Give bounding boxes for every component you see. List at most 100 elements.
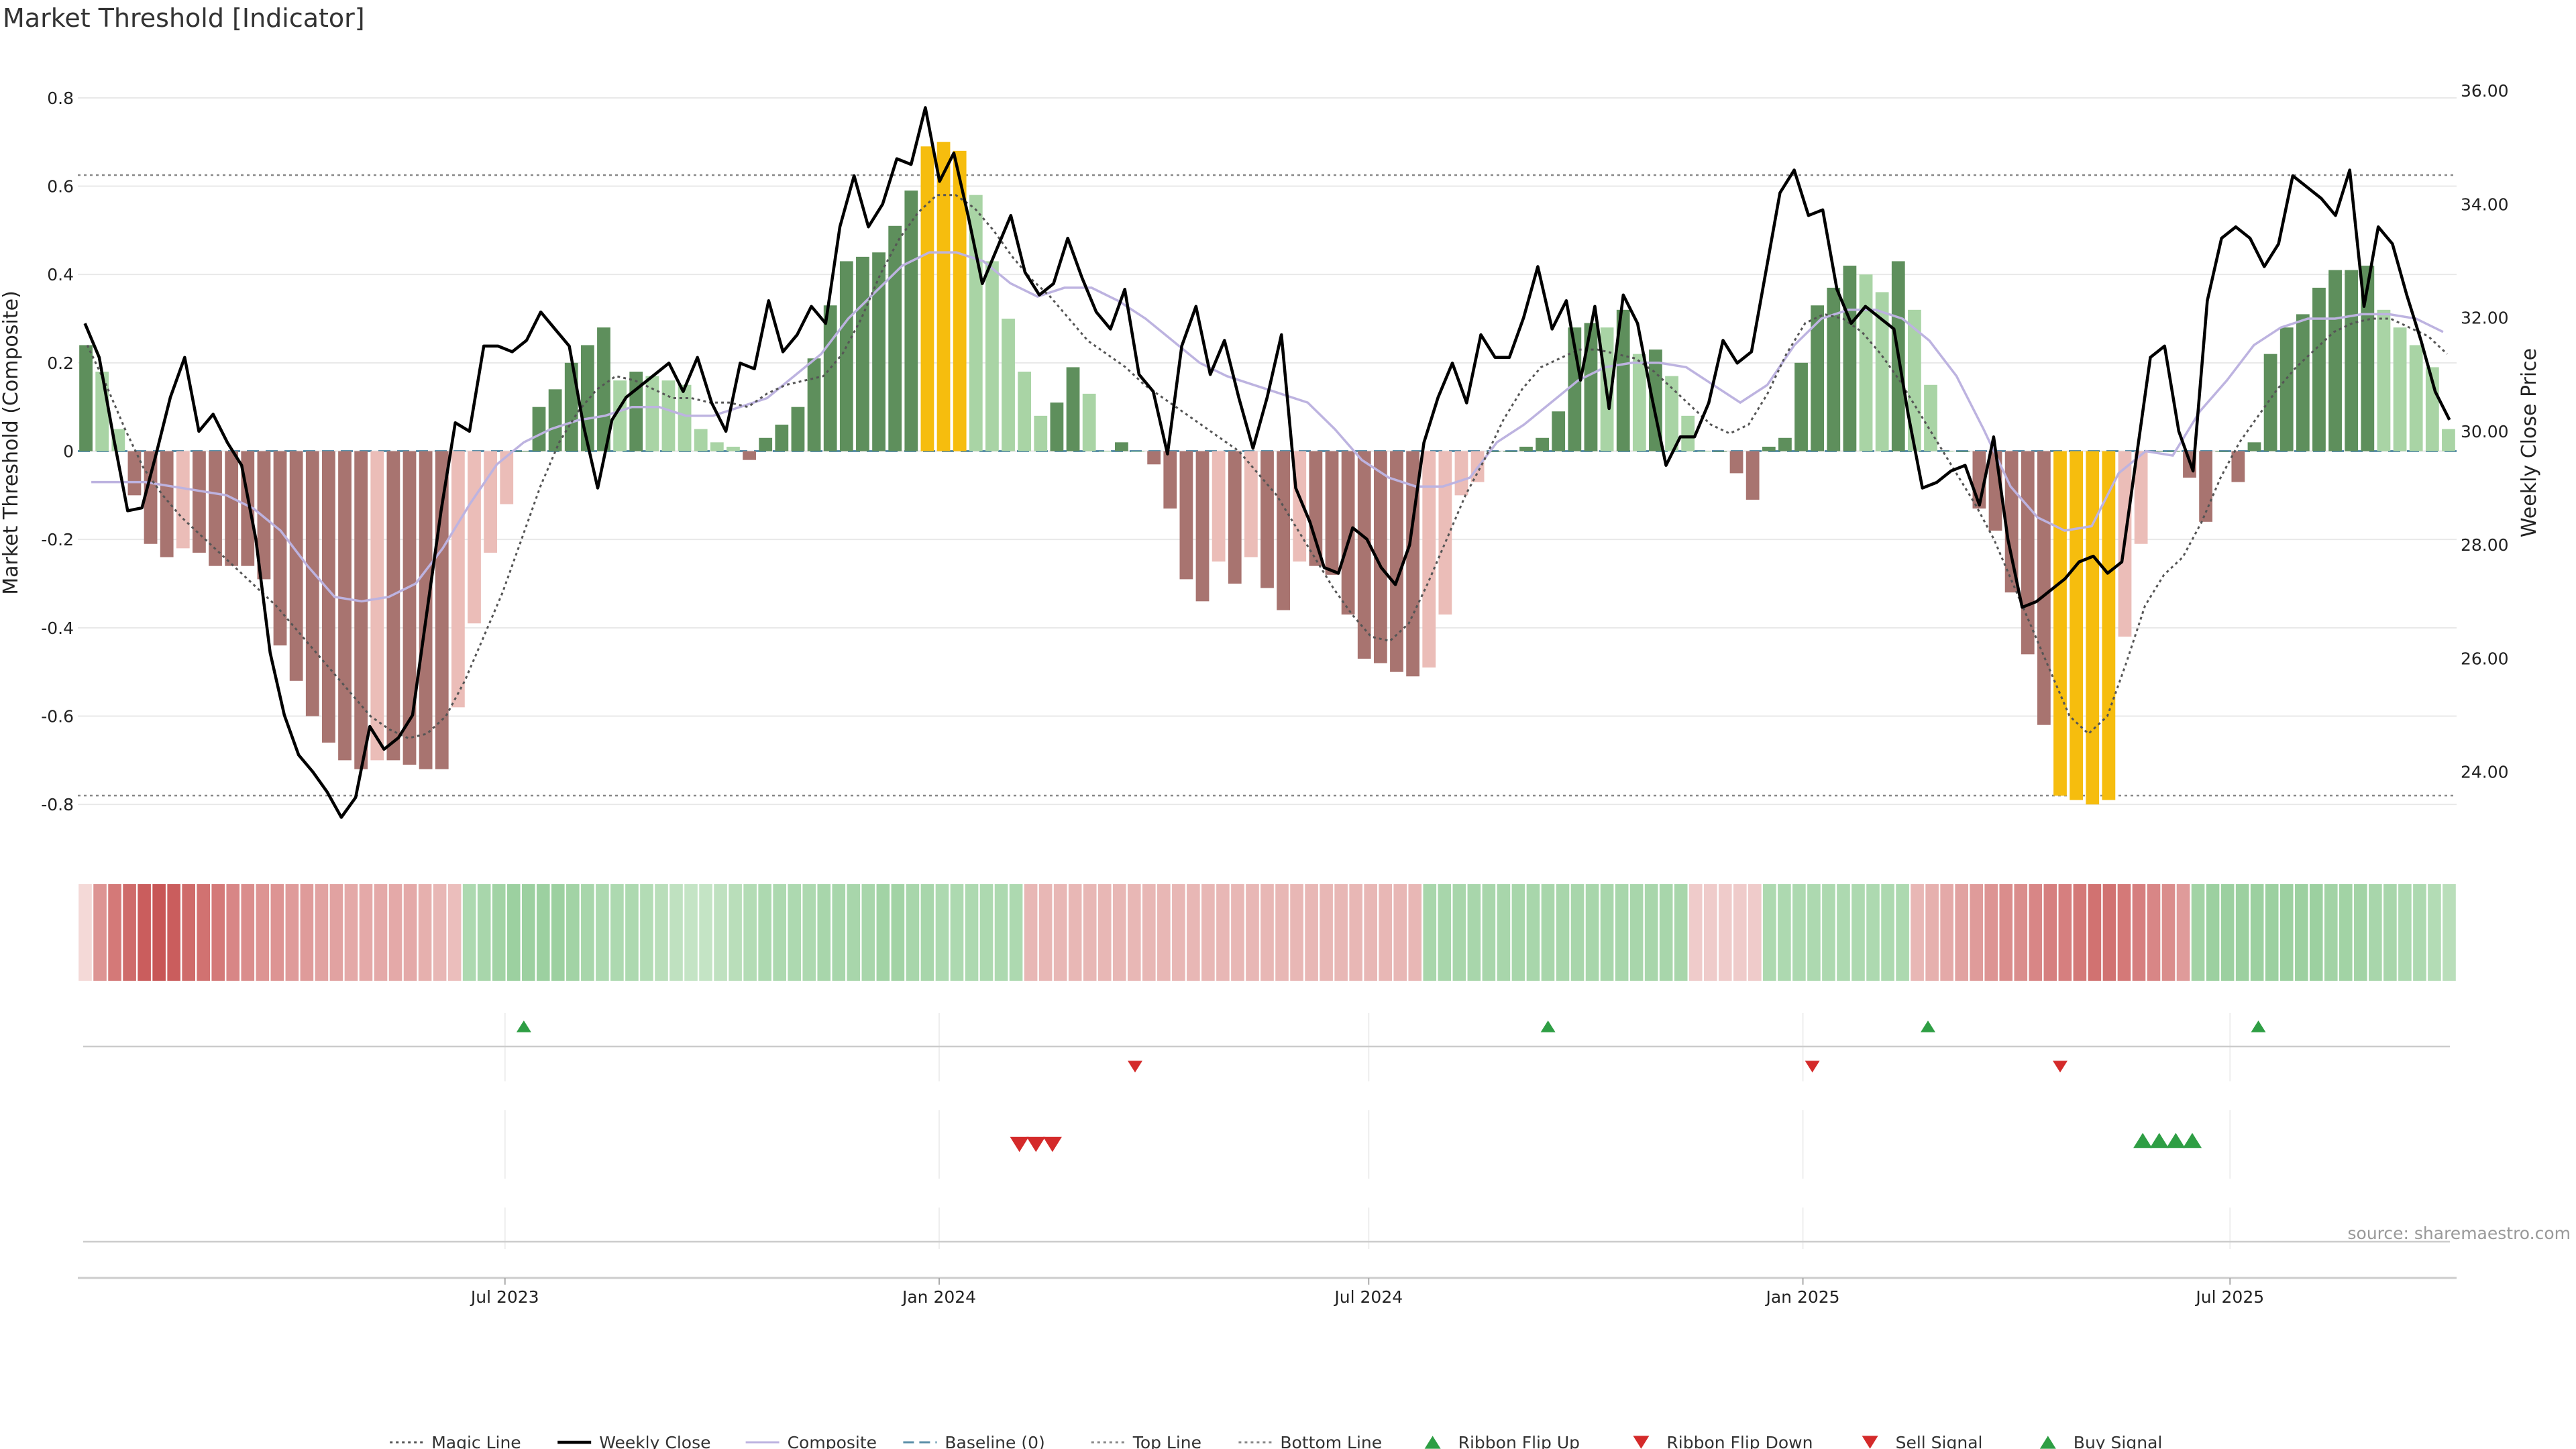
ribbon-cell [1763, 884, 1776, 981]
histogram-bar [2377, 309, 2391, 451]
histogram-bar [2053, 451, 2067, 796]
ribbon-cell [93, 884, 107, 981]
sell-signal-marker [1042, 1136, 1062, 1152]
left-tick-label: -0.2 [41, 530, 74, 549]
histogram-bar [1778, 437, 1792, 451]
ribbon-cell [211, 884, 225, 981]
ribbon-cell [1334, 884, 1348, 981]
ribbon-cell [1423, 884, 1437, 981]
ribbon-cell [1482, 884, 1496, 981]
ribbon-cell [359, 884, 373, 981]
ribbon-cell [1290, 884, 1303, 981]
ribbon-cell [1187, 884, 1200, 981]
ribbon-cell [2043, 884, 2057, 981]
histogram-bar [1002, 319, 1015, 451]
ribbon-flip-down-marker [1805, 1061, 1820, 1073]
ribbon-cell [226, 884, 240, 981]
histogram-bar [1713, 451, 1727, 452]
histogram-bar [1665, 376, 1678, 451]
ribbon-cell [1748, 884, 1762, 981]
histogram-bar [759, 437, 773, 451]
histogram-bar [451, 451, 465, 708]
ribbon-cell [1600, 884, 1614, 981]
signal-panel [83, 1110, 2450, 1249]
histogram-bar [2070, 451, 2084, 800]
left-axis-ticks: 0.8 0.6 0.4 0.2 0 -0.2 -0.4 -0.6 -0.8 [41, 89, 74, 814]
ribbon-cell [1511, 884, 1525, 981]
ribbon-cell [640, 884, 653, 981]
ribbon-cell [78, 884, 92, 981]
histogram-bar [1438, 451, 1452, 615]
histogram-bar [127, 451, 142, 496]
histogram-bar [743, 451, 756, 460]
ribbon-cell [1881, 884, 1894, 981]
legend-label: Magic Line [431, 1433, 521, 1449]
ribbon-cell [167, 884, 180, 981]
histogram-bar [727, 446, 740, 451]
histogram-bar [1536, 437, 1549, 451]
ribbon-cell [1379, 884, 1393, 981]
weekly-close-line [83, 106, 2451, 819]
ribbon-cell [447, 884, 462, 981]
ribbon-cell [2191, 884, 2205, 981]
legend-label: Ribbon Flip Down [1666, 1433, 1813, 1449]
histogram-bar [1390, 451, 1403, 672]
ribbon-cell [965, 884, 979, 981]
histogram-bar [225, 451, 239, 566]
histogram-bar [1244, 451, 1258, 557]
histogram-bar [176, 451, 190, 549]
histogram-bar [775, 425, 789, 451]
ribbon-cell [521, 884, 535, 981]
ribbon-cell [1703, 884, 1717, 981]
histogram-bar [79, 345, 93, 451]
histogram-bar [1584, 323, 1598, 451]
ribbon-cell [802, 884, 816, 981]
legend-label: Bottom Line [1280, 1433, 1382, 1449]
histogram-bar [532, 407, 546, 451]
ribbon-cell [566, 884, 580, 981]
left-tick-label: 0.2 [47, 354, 74, 373]
histogram-bar [1843, 266, 1857, 451]
histogram-bar [548, 389, 562, 451]
ribbon-cell [1246, 884, 1259, 981]
histogram-bar [1147, 451, 1161, 465]
ribbon-cell [1097, 884, 1112, 981]
ribbon-cell [344, 884, 358, 981]
ribbon-flip-up-marker [1540, 1020, 1556, 1032]
ribbon-flip-up-marker [516, 1020, 531, 1032]
ribbon-flip-down-marker [2053, 1061, 2068, 1073]
ribbon-cell [596, 884, 609, 981]
ribbon-flip-up-marker [2251, 1020, 2266, 1032]
histogram-bar [2037, 451, 2051, 725]
ribbon-cell [1438, 884, 1452, 981]
ribbon-cell [1733, 884, 1747, 981]
histogram-bar [1179, 451, 1193, 580]
left-tick-label: -0.4 [41, 619, 74, 638]
histogram-bar [402, 451, 417, 765]
source-note: source: sharemaestro.com [2348, 1224, 2571, 1243]
histogram-bar [953, 150, 967, 451]
ribbon-cell [773, 884, 786, 981]
histogram-bar [257, 451, 271, 580]
ribbon-cell [1526, 884, 1540, 981]
ribbon-cell [817, 884, 831, 981]
ribbon-cell [2324, 884, 2338, 981]
ribbon-cell [2176, 884, 2190, 981]
ribbon-cell [699, 884, 712, 981]
ribbon-cell [669, 884, 683, 981]
ribbon-cell [1644, 884, 1658, 981]
ribbon-cell [1851, 884, 1865, 981]
ribbon-cell [506, 884, 521, 981]
ribbon-cell [300, 884, 314, 981]
right-axis-ticks: 36.00 34.00 32.00 30.00 28.00 26.00 24.00 [2461, 81, 2509, 782]
ribbon-cell [950, 884, 964, 981]
ribbon-cell [1201, 884, 1215, 981]
right-tick-label: 28.00 [2461, 535, 2509, 555]
buy-signal-marker [2133, 1132, 2153, 1148]
sell-signal-marker [1026, 1136, 1046, 1152]
legend-label: Buy Signal [2074, 1433, 2163, 1449]
histogram-bar [2086, 451, 2100, 805]
histogram-bar [209, 451, 222, 566]
magic-line [86, 194, 2448, 739]
histogram-bar [1940, 451, 1954, 452]
